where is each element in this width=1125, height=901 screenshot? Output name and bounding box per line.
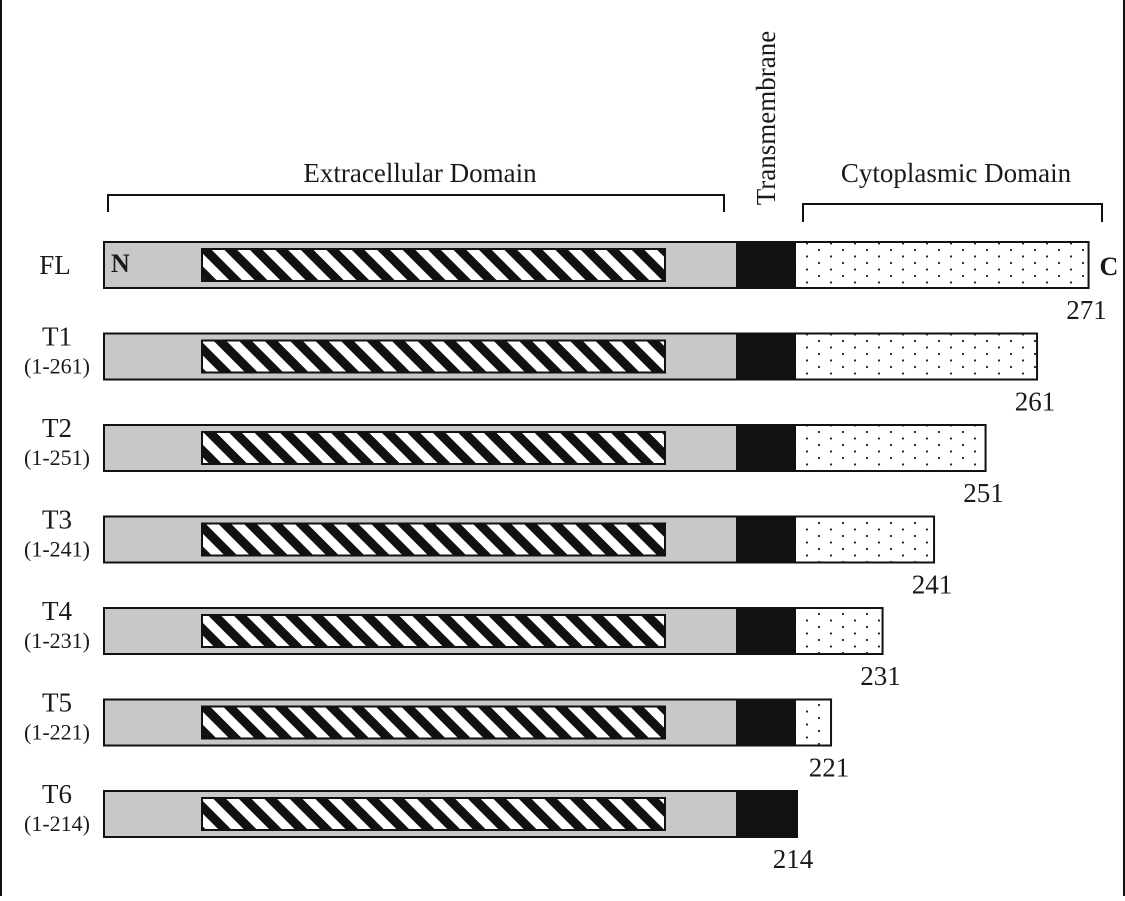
construct-name: T6 <box>42 779 72 809</box>
hatched-subdomain <box>201 431 666 465</box>
hatched-subdomain <box>201 339 666 374</box>
cytoplasmic-segment <box>794 607 884 655</box>
end-residue-label: 241 <box>912 570 953 600</box>
end-residue-label: 221 <box>809 753 850 783</box>
transmembrane-label: Transmembrane <box>751 31 781 205</box>
extracellular-domain-label: Extracellular Domain <box>303 158 537 188</box>
construct-row-t3: T3(1-241) 241 <box>24 505 952 600</box>
construct-name: T1 <box>42 322 72 352</box>
construct-row-t1: T1(1-261) 261 <box>24 322 1055 417</box>
transmembrane-segment <box>736 241 798 289</box>
extracellular-domain-bracket <box>107 194 725 212</box>
construct-name: T2 <box>42 413 72 443</box>
end-residue-label: 231 <box>860 661 901 691</box>
cytoplasmic-segment <box>794 424 987 472</box>
cytoplasmic-segment <box>794 241 1090 289</box>
n-terminus-label: N <box>111 249 130 278</box>
transmembrane-segment <box>736 332 798 381</box>
construct-row-t4: T4(1-231) 231 <box>24 596 901 691</box>
construct-row-t6: T6(1-214) 214 <box>24 779 814 874</box>
cytoplasmic-domain-bracket <box>802 203 1103 222</box>
construct-name: T3 <box>42 505 72 535</box>
transmembrane-segment <box>736 698 798 747</box>
transmembrane-segment <box>736 790 798 838</box>
cytoplasmic-segment <box>794 515 936 564</box>
c-terminus-label: C <box>1100 252 1119 281</box>
hatched-subdomain <box>201 614 666 648</box>
transmembrane-segment <box>736 424 798 472</box>
hatched-subdomain <box>201 522 666 557</box>
cytoplasmic-domain-label: Cytoplasmic Domain <box>841 158 1072 188</box>
end-residue-label: 271 <box>1066 295 1107 325</box>
construct-range: (1-231) <box>24 628 90 653</box>
end-residue-label: 214 <box>773 844 814 874</box>
transmembrane-segment <box>736 607 798 655</box>
hatched-subdomain <box>201 797 666 831</box>
construct-row-t5: T5(1-221) 221 <box>24 688 849 783</box>
construct-range: (1-241) <box>24 537 90 562</box>
construct-name: FL <box>39 250 71 280</box>
construct-name: T4 <box>42 596 72 626</box>
end-residue-label: 261 <box>1015 387 1056 417</box>
hatched-subdomain <box>201 705 666 740</box>
cytoplasmic-segment <box>794 698 833 747</box>
end-residue-label: 251 <box>963 478 1004 508</box>
construct-list: FL N C 271 T1(1-261) 261 T2(1-251) 251 T3(1-241)… <box>24 241 1119 874</box>
cytoplasmic-segment <box>794 332 1039 381</box>
construct-range: (1-261) <box>24 354 90 379</box>
construct-row-fl: FL N C 271 <box>39 241 1119 325</box>
construct-range: (1-214) <box>24 811 90 836</box>
transmembrane-segment <box>736 515 798 564</box>
construct-name: T5 <box>42 688 72 718</box>
construct-range: (1-251) <box>24 445 90 470</box>
construct-row-t2: T2(1-251) 251 <box>24 413 1004 508</box>
hatched-subdomain <box>201 248 666 282</box>
construct-range: (1-221) <box>24 720 90 745</box>
